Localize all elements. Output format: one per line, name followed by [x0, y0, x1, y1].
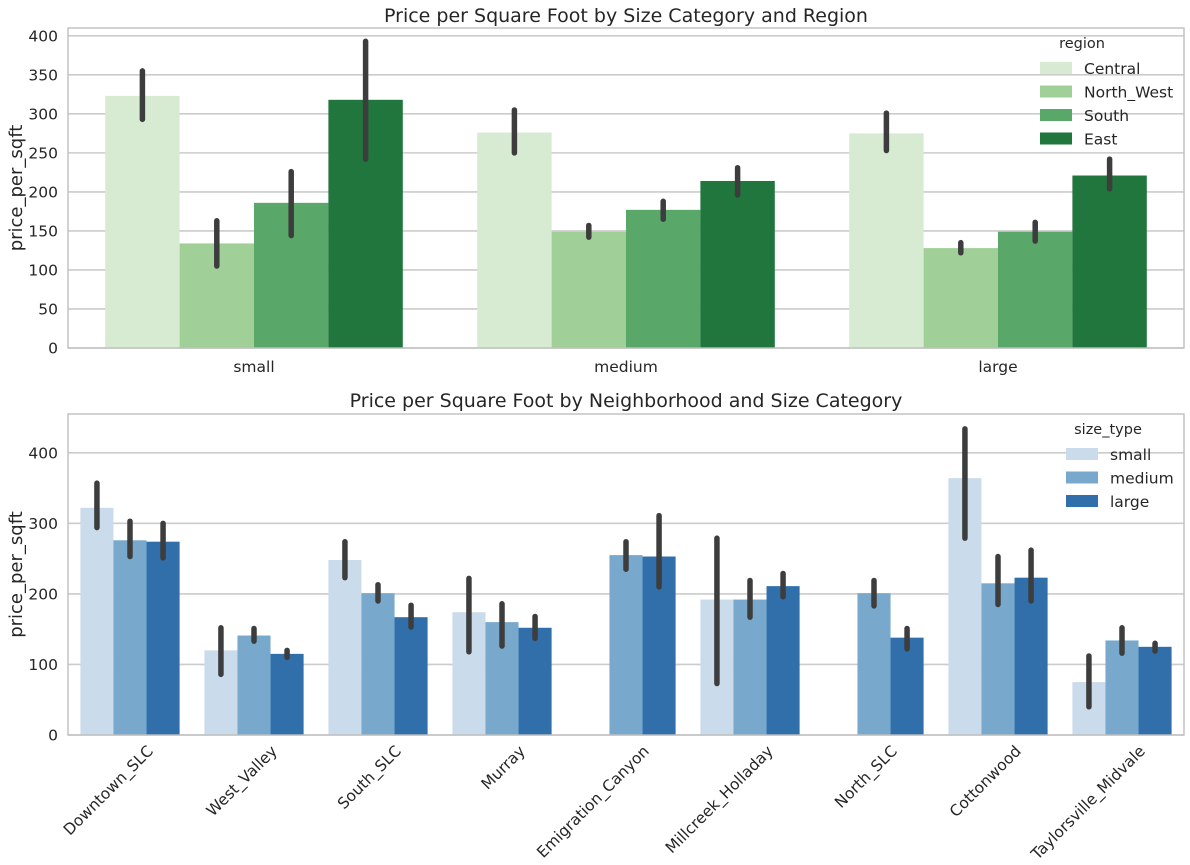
chart-1: 0 50 100 150 200 250 300 350 400 small medium large… — [6, 5, 1185, 376]
series-small — [80, 426, 1106, 735]
legend-label: North_West — [1084, 84, 1173, 103]
x-tick-label: Emigration_Canyon — [533, 742, 653, 862]
series-Central — [105, 68, 924, 348]
bar — [923, 248, 998, 348]
y-tick-label: 0 — [48, 340, 58, 358]
x-tick-label: South_SLC — [334, 742, 405, 813]
plot-frame — [67, 27, 1185, 349]
legend-title: region — [1059, 36, 1105, 52]
legend-label: Central — [1084, 60, 1140, 78]
y-axis-label: price_per_sqft — [6, 125, 27, 252]
y-tick-label: 250 — [28, 144, 58, 162]
y-tick-label: 350 — [28, 66, 58, 84]
y-axis-label: price_per_sqft — [6, 511, 27, 638]
plot-frame — [67, 413, 1185, 736]
bar — [394, 617, 428, 735]
chart-title: Price per Square Foot by Size Category a… — [384, 5, 868, 27]
legend-title: size_type — [1074, 422, 1142, 438]
y-tick-label: 400 — [28, 27, 58, 45]
bar — [890, 637, 924, 735]
x-tick-label: West_Valley — [203, 742, 282, 821]
legend-swatch — [1040, 85, 1072, 98]
bar — [237, 635, 271, 735]
bar — [609, 555, 643, 735]
bar — [328, 560, 362, 735]
legend-swatch — [1066, 448, 1098, 460]
series-South — [254, 168, 1073, 348]
chart-2: 0 100 200 300 400 Downtown_SLC West_Valley Sout… — [6, 390, 1185, 865]
legend: region Central North_West South East — [1040, 36, 1173, 149]
y-tick-label: 100 — [28, 656, 58, 674]
bar — [998, 231, 1073, 348]
bar — [981, 583, 1015, 735]
legend-swatch — [1040, 62, 1072, 74]
legend-swatch — [1040, 109, 1072, 121]
legend-label: small — [1110, 446, 1151, 464]
bar — [270, 653, 304, 735]
legend-swatch — [1066, 495, 1098, 507]
legend-label: large — [1110, 493, 1149, 511]
bar — [700, 180, 775, 348]
bar — [477, 132, 552, 348]
bar — [113, 540, 147, 735]
y-tick-label: 300 — [28, 105, 58, 123]
bar — [766, 586, 800, 735]
legend-swatch — [1066, 471, 1098, 484]
bar — [1072, 175, 1147, 348]
x-tick-label: Murray — [478, 742, 529, 793]
y-tick-label: 100 — [28, 261, 58, 279]
series-East — [328, 38, 1147, 349]
bar — [1105, 640, 1139, 735]
bar — [80, 507, 114, 735]
y-tick-label: 200 — [28, 585, 58, 603]
y-tick-label: 50 — [38, 300, 58, 318]
x-tick-label: Cottonwood — [946, 742, 1025, 821]
bar — [849, 133, 924, 348]
legend-label: South — [1084, 107, 1129, 125]
bar — [626, 209, 701, 348]
legend-label: East — [1084, 131, 1117, 149]
y-tick-label: 300 — [28, 515, 58, 533]
y-tick-label: 200 — [28, 183, 58, 201]
bar — [146, 541, 180, 735]
legend-label: medium — [1110, 470, 1174, 488]
chart-title: Price per Square Foot by Neighborhood an… — [350, 390, 903, 412]
x-tick-label: medium — [594, 358, 658, 376]
x-tick-label: small — [233, 358, 274, 376]
y-tick-label: 150 — [28, 222, 58, 240]
bar — [1014, 577, 1048, 735]
bar — [361, 593, 395, 735]
x-tick-label: Downtown_SLC — [60, 742, 158, 840]
y-tick-label: 0 — [48, 727, 58, 745]
bar — [857, 593, 891, 735]
y-tick-label: 400 — [28, 444, 58, 462]
x-tick-label: Taylorsville_Midvale — [1027, 742, 1149, 864]
x-tick-label: North_SLC — [831, 742, 901, 812]
bar — [518, 627, 552, 735]
series-large — [146, 512, 1172, 735]
bar — [733, 599, 767, 735]
series-medium — [113, 518, 1139, 735]
x-tick-label: large — [978, 358, 1017, 376]
bar — [551, 231, 626, 348]
bar — [1138, 646, 1172, 735]
x-tick-label: Millcreek_Holladay — [662, 742, 778, 858]
series-North_West — [179, 218, 998, 348]
legend-swatch — [1040, 132, 1072, 145]
bar — [105, 95, 180, 348]
